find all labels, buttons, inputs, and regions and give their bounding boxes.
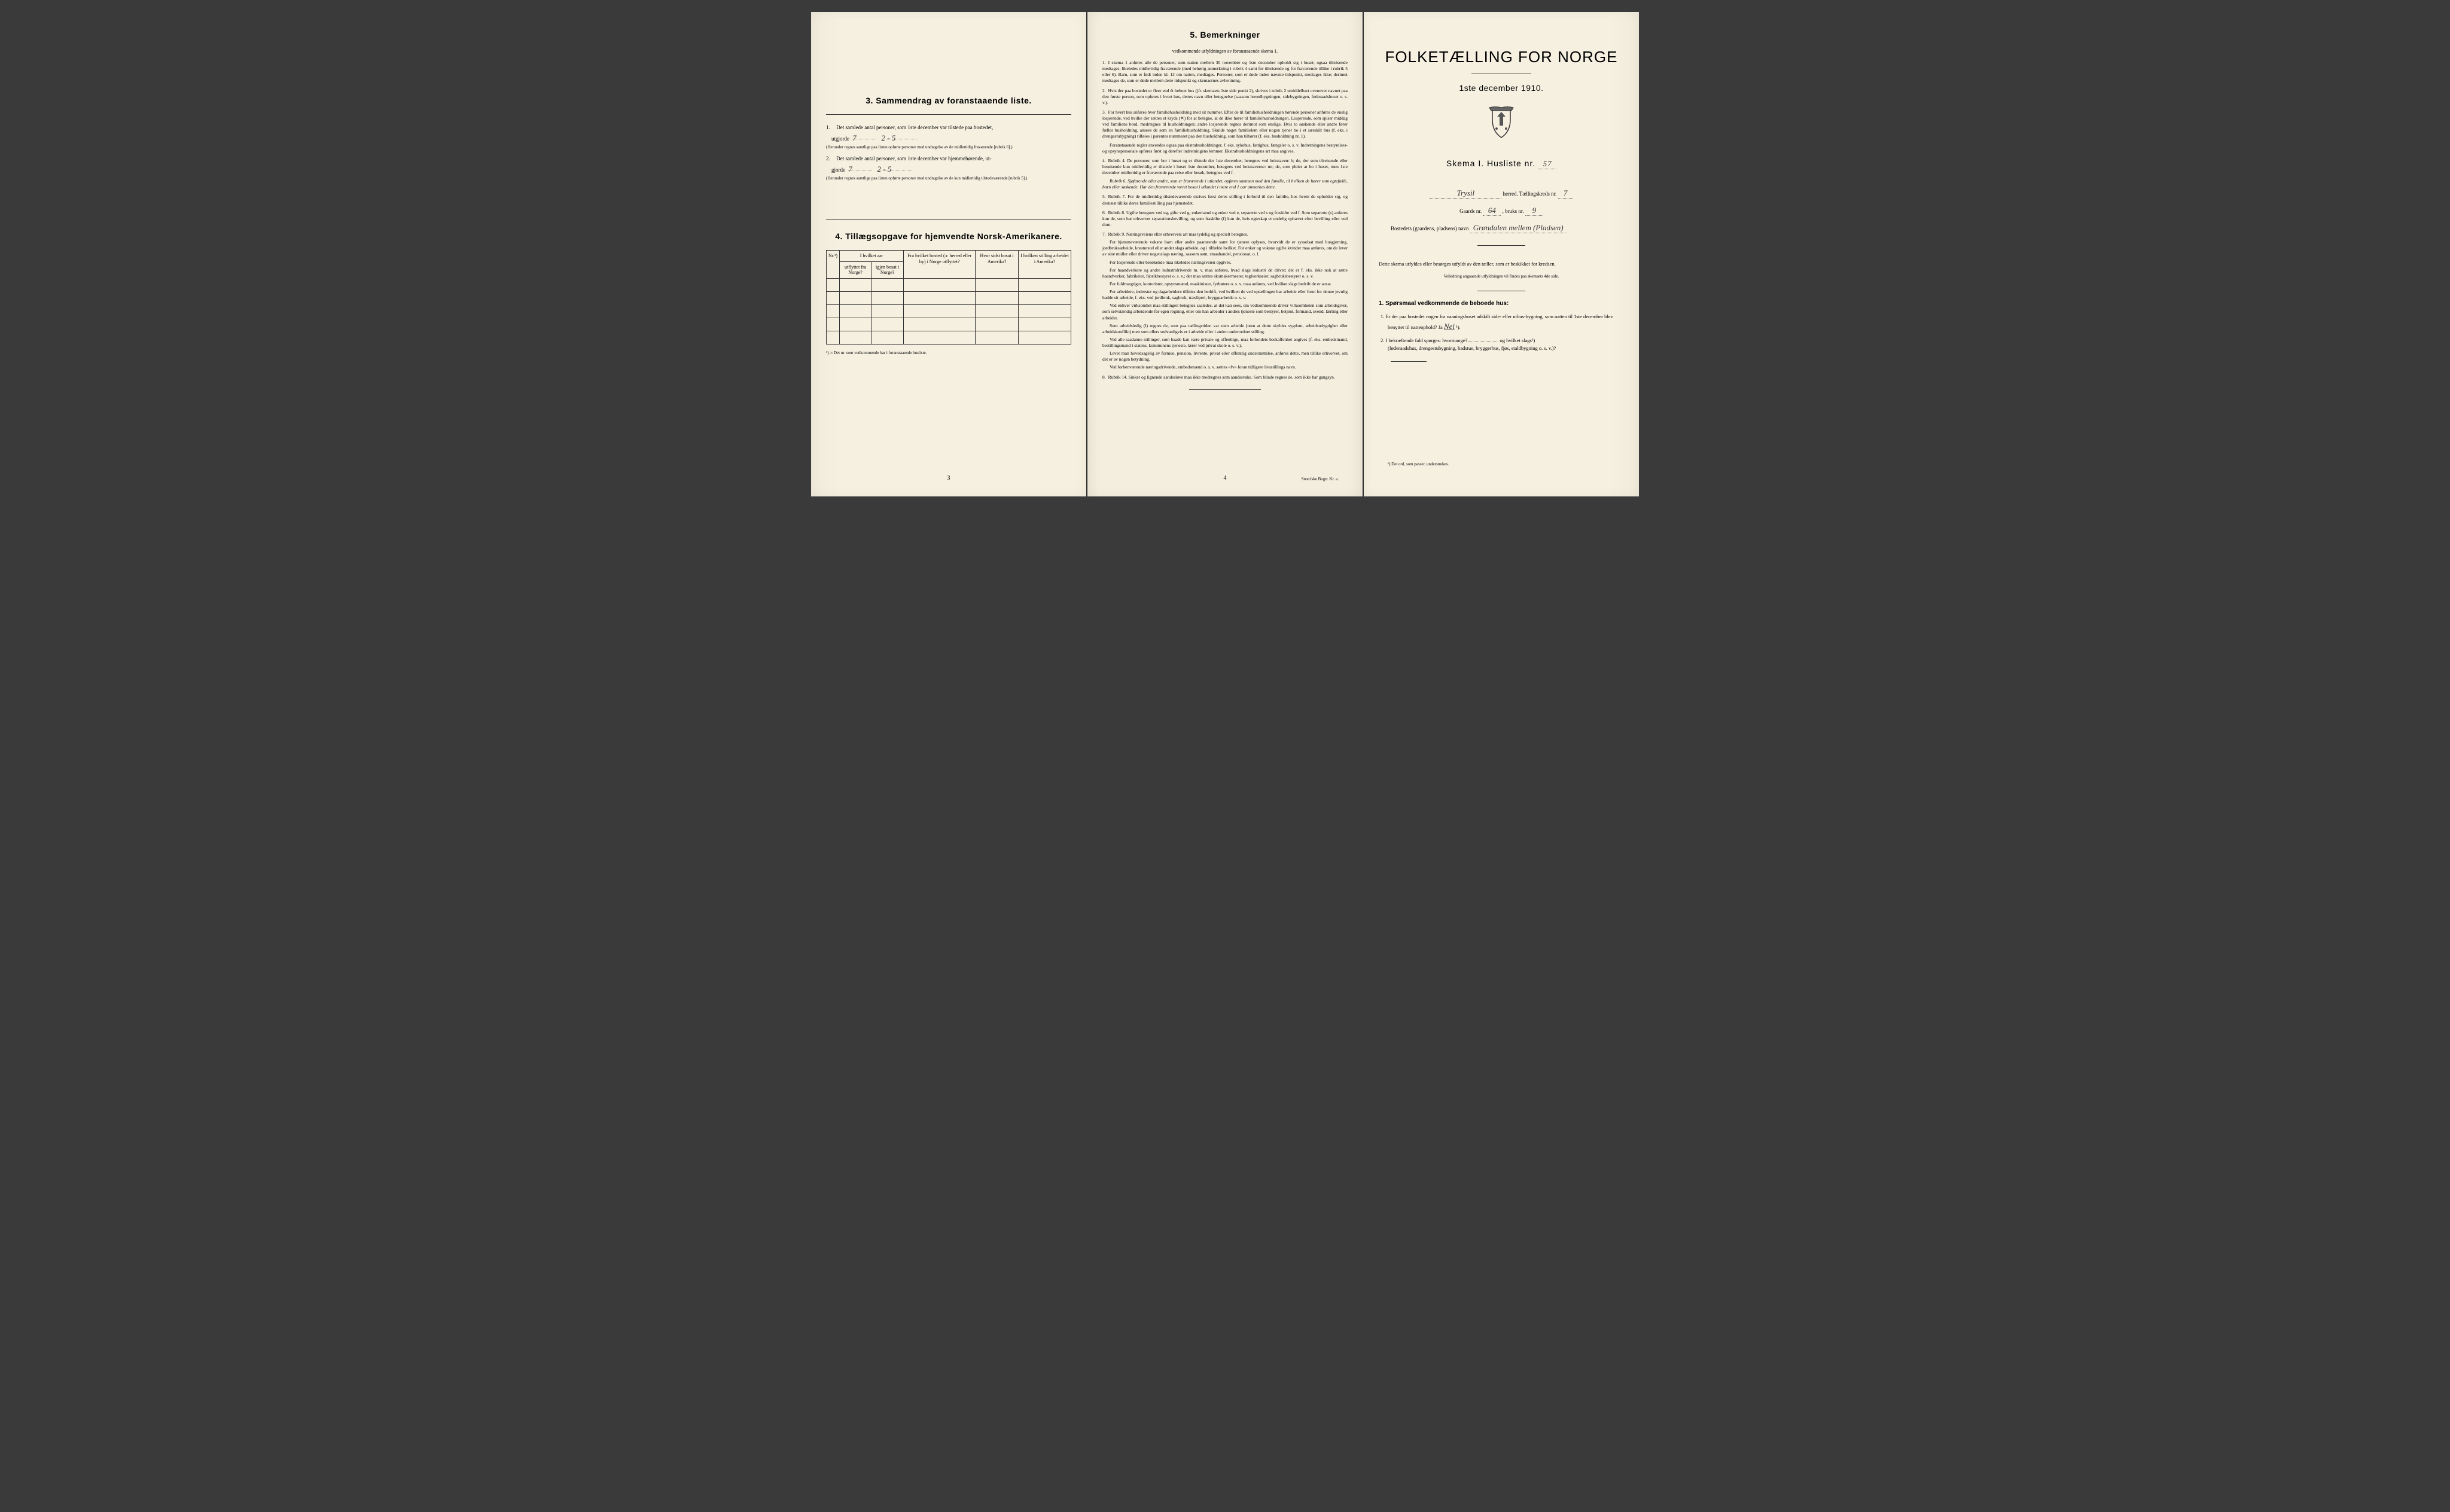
bosted-name: Grøndalen mellem (Pladsen) <box>1470 223 1567 233</box>
section-5-title: 5. Bemerkninger <box>1102 30 1348 39</box>
printer-mark: Steen'ske Bogtr. Kr. a. <box>1302 477 1339 481</box>
herred-line: Trysil herred. Tællingskreds nr. 7 <box>1379 188 1624 199</box>
bosted-line: Bostedets (gaardens, pladsens) navn Grøn… <box>1379 223 1624 233</box>
table-header: I hvilket aar <box>840 251 904 262</box>
remark-item: 2.Hvis der paa bostedet er flere end ét … <box>1102 88 1348 106</box>
table-header: Nr.¹) <box>827 251 840 279</box>
question-1: 1. Er der paa bostedet nogen fra vaaning… <box>1388 313 1624 332</box>
table-row <box>827 318 1071 331</box>
page-number: 4 <box>1224 475 1227 481</box>
answer-nei: Nei <box>1444 322 1455 331</box>
question-2: 2. I bekræftende fald spørges: hvormange… <box>1388 337 1624 352</box>
section-3-title: 3. Sammendrag av foranstaaende liste. <box>826 96 1071 105</box>
census-date: 1ste december 1910. <box>1379 83 1624 93</box>
instructions: Dette skema utfyldes eller besørges utfy… <box>1379 261 1624 268</box>
summary-item-2: 2. Det samlede antal personer, som 1ste … <box>826 155 1071 181</box>
bruks-number: 9 <box>1525 206 1543 216</box>
skema-label: Skema I. Husliste nr. 57 <box>1379 158 1624 169</box>
divider <box>826 219 1071 220</box>
item-note: (Herunder regnes samtlige paa listen opf… <box>826 145 1071 150</box>
table-header: utflyttet fra Norge? <box>840 261 871 278</box>
handwritten-value: 2 - 5 <box>877 163 913 170</box>
main-title: FOLKETÆLLING FOR NORGE <box>1379 48 1624 66</box>
norwegian-americans-table: Nr.¹) I hvilket aar Fra hvilket bosted (… <box>826 250 1071 345</box>
page-1-cover: FOLKETÆLLING FOR NORGE 1ste december 191… <box>1364 12 1639 496</box>
table-row <box>827 331 1071 344</box>
gaards-line: Gaards nr. 64 , bruks nr. 9 <box>1379 206 1624 216</box>
table-row <box>827 278 1071 291</box>
section-4-title: 4. Tillægsopgave for hjemvendte Norsk-Am… <box>826 231 1071 241</box>
page-4: 5. Bemerkninger vedkommende utfyldningen… <box>1087 12 1363 496</box>
table-row <box>827 304 1071 318</box>
remarks-list: 1.I skema 1 anføres alle de personer, so… <box>1102 60 1348 380</box>
remark-item: 8.Rubrik 14. Sinker og lignende aandsslø… <box>1102 374 1348 380</box>
handwritten-value: 7 <box>852 132 876 139</box>
divider <box>826 114 1071 115</box>
table-header: igjen bosat i Norge? <box>871 261 904 278</box>
herred-name: Trysil <box>1430 188 1501 199</box>
handwritten-value: 7 <box>848 163 872 170</box>
table-header: I hvilken stilling arbeidet i Amerika? <box>1018 251 1071 279</box>
question-section-title: 1. Spørsmaal vedkommende de beboede hus: <box>1379 300 1624 307</box>
table-header: Fra hvilket bosted (ɔ: herred eller by) … <box>904 251 976 279</box>
kreds-number: 7 <box>1558 188 1573 199</box>
summary-item-1: 1. Det samlede antal personer, som 1ste … <box>826 124 1071 150</box>
remark-item: 7.Rubrik 9. Næringsveiens eller erhverve… <box>1102 231 1348 371</box>
section-subtitle: vedkommende utfyldningen av foranstaaend… <box>1102 48 1348 54</box>
page-3: 3. Sammendrag av foranstaaende liste. 1.… <box>811 12 1086 496</box>
document-container: 3. Sammendrag av foranstaaende liste. 1.… <box>811 12 1639 496</box>
gaards-number: 64 <box>1483 206 1501 216</box>
remark-item: 5.Rubrik 7. For de midlertidig tilstedev… <box>1102 194 1348 206</box>
table-footnote: ¹) ɔ: Det nr. som vedkommende har i fora… <box>826 350 1071 355</box>
remark-item: 1.I skema 1 anføres alle de personer, so… <box>1102 60 1348 84</box>
remark-item: 6.Rubrik 8. Ugifte betegnes ved ug, gift… <box>1102 210 1348 228</box>
remark-item: 3.For hvert hus anføres hver familiehush… <box>1102 109 1348 154</box>
divider <box>1477 245 1525 246</box>
page-number: 3 <box>947 475 950 481</box>
coat-of-arms-icon <box>1486 105 1516 141</box>
divider <box>1189 389 1261 390</box>
footnote: ¹) Det ord, som passer, understrekes. <box>1388 462 1449 467</box>
handwritten-value: 2 - 5 <box>882 132 918 139</box>
instructions-sub: Veiledning angaaende utfyldningen vil fi… <box>1379 274 1624 279</box>
table-header: Hvor sidst bosat i Amerika? <box>976 251 1019 279</box>
divider <box>1391 361 1427 362</box>
table-row <box>827 291 1071 304</box>
husliste-number: 57 <box>1538 159 1556 169</box>
item-note: (Herunder regnes samtlige paa listen opf… <box>826 176 1071 181</box>
remark-item: 4.Rubrik 4. De personer, som bor i huset… <box>1102 158 1348 191</box>
